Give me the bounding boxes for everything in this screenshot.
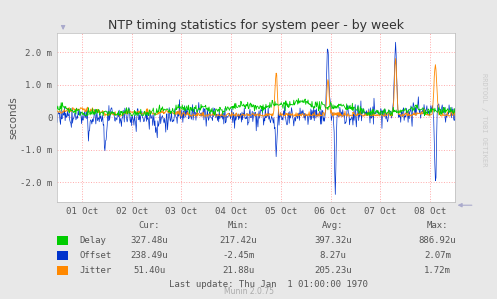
Text: 205.23u: 205.23u: [314, 266, 352, 275]
Text: Offset: Offset: [80, 251, 112, 260]
Text: 2.07m: 2.07m: [424, 251, 451, 260]
Text: Avg:: Avg:: [322, 221, 344, 230]
Text: 21.88u: 21.88u: [223, 266, 254, 275]
Text: Min:: Min:: [228, 221, 249, 230]
Text: Max:: Max:: [426, 221, 448, 230]
Text: Munin 2.0.75: Munin 2.0.75: [224, 287, 273, 296]
Text: 217.42u: 217.42u: [220, 236, 257, 245]
Text: -2.45m: -2.45m: [223, 251, 254, 260]
Text: 886.92u: 886.92u: [418, 236, 456, 245]
Title: NTP timing statistics for system peer - by week: NTP timing statistics for system peer - …: [108, 19, 404, 32]
Text: 327.48u: 327.48u: [130, 236, 168, 245]
Text: RRDTOOL / TOBI OETIKER: RRDTOOL / TOBI OETIKER: [481, 73, 487, 166]
Text: Cur:: Cur:: [138, 221, 160, 230]
Text: 1.72m: 1.72m: [424, 266, 451, 275]
Text: 8.27u: 8.27u: [320, 251, 346, 260]
Y-axis label: seconds: seconds: [8, 96, 19, 139]
Text: 238.49u: 238.49u: [130, 251, 168, 260]
Text: 51.40u: 51.40u: [133, 266, 165, 275]
Text: Delay: Delay: [80, 236, 106, 245]
Text: Jitter: Jitter: [80, 266, 112, 275]
Text: Last update: Thu Jan  1 01:00:00 1970: Last update: Thu Jan 1 01:00:00 1970: [169, 280, 368, 289]
Text: 397.32u: 397.32u: [314, 236, 352, 245]
